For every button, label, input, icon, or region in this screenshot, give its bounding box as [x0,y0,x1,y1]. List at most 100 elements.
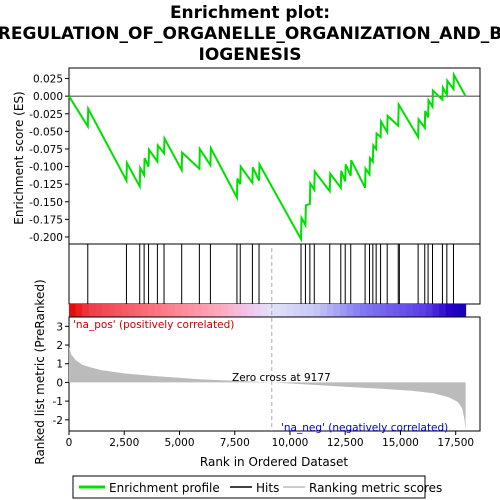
color-band-segment [227,304,235,317]
positive-correlation-label: 'na_pos' (positively correlated) [73,319,234,331]
color-band-segment [399,304,407,317]
hits-panel [68,243,481,305]
es-y-tick-label: -0.200 [29,232,63,244]
color-band-segment [425,304,434,317]
title-line-3: IOGENESIS [199,45,302,65]
color-band-segment [379,304,387,317]
color-band-segment [306,304,315,317]
metric-y-axis-label: Ranked list metric (PreRanked) [33,279,47,464]
color-band-segment [260,304,268,317]
color-band-segment [326,304,334,317]
color-band-segment [392,304,401,317]
color-band-segment [161,304,169,317]
es-y-tick-label: 0.000 [33,91,63,103]
metric-y-tick-label: -1 [53,396,63,408]
color-band-segment [280,304,288,317]
color-band-segment [346,304,354,317]
ranking-metric-area [69,346,466,431]
metric-plot-frame [68,316,481,432]
color-band-segment [221,304,229,317]
color-band-segment [459,304,467,317]
color-band-segment [386,304,394,317]
es-y-tick-label: -0.075 [29,144,63,156]
color-band-segment [439,304,447,317]
color-band-segment [174,304,182,317]
color-band-segment [234,304,242,317]
es-y-tick-label: 0.025 [33,74,63,86]
metric-y-tick-label: -2 [53,415,63,427]
color-band-segment [340,304,348,317]
metric-y-axis: 3 2 1 0 -1 -2 [53,321,69,427]
color-band-segment [181,304,189,317]
color-band-segment [419,304,427,317]
color-band-segment [333,304,341,317]
color-band-segment [406,304,414,317]
es-y-tick-label: -0.050 [29,126,63,138]
color-band-segment [201,304,209,317]
x-tick-label: 7,500 [220,437,250,449]
es-y-tick-label: -0.025 [29,109,63,121]
color-band-segment [432,304,440,317]
rank-color-band [69,304,467,317]
color-band-segment [240,304,248,317]
color-band-segment [187,304,196,317]
color-band-segment [115,304,123,317]
color-band-segment [194,304,202,317]
color-band-segment [102,304,110,317]
enrichment-panel: 0.025 0.000 -0.025 -0.050 -0.075 -0.100 -0.125… [12,67,481,245]
color-band-segment [267,304,275,317]
es-y-tick-label: -0.100 [29,162,63,174]
color-band-segment [412,304,420,317]
es-y-axis-label: Enrichment score (ES) [12,91,26,224]
color-band-segment [207,304,215,317]
color-band-segment [247,304,255,317]
color-band-segment [287,304,295,317]
es-y-tick-label: -0.150 [29,197,63,209]
metric-y-tick-label: 2 [56,340,63,352]
color-band-segment [121,304,129,317]
x-tick-label: 15,000 [382,437,419,449]
x-tick-label: 12,500 [327,437,364,449]
legend: Enrichment profile Hits Ranking metric s… [72,475,442,499]
x-tick-label: 5,000 [164,437,194,449]
metric-y-tick-label: 0 [56,377,63,389]
es-y-axis: 0.025 0.000 -0.025 -0.050 -0.075 -0.100 -0.125… [29,74,69,244]
color-band-segment [168,304,176,317]
hits-plot-frame [68,243,481,305]
color-band-segment [69,304,77,317]
color-band-segment [359,304,367,317]
color-band-segment [108,304,116,317]
metric-x-axis: 0 2,500 5,000 7,500 10,000 12,500 15,000 17,500 [66,431,474,449]
es-plot-frame [68,67,481,245]
color-band-segment [82,304,90,317]
color-band-segment [88,304,96,317]
color-band-segment [320,304,328,317]
color-band-segment [452,304,460,317]
color-band-segment [95,304,103,317]
color-band-segment [148,304,156,317]
x-tick-label: 17,500 [437,437,474,449]
hit-lines [87,244,454,304]
color-band-segment [75,304,83,317]
legend-enrichment-label: Enrichment profile [109,481,220,495]
title-line-1: Enrichment plot: [170,3,330,23]
legend-metric-label: Ranking metric scores [309,481,442,495]
metric-y-tick-label: 1 [56,359,63,371]
metric-y-tick-label: 3 [56,321,63,333]
legend-hits-label: Hits [256,481,279,495]
x-tick-label: 2,500 [109,437,139,449]
x-tick-label: 10,000 [272,437,309,449]
es-y-tick-label: -0.125 [29,179,63,191]
x-axis-label: Rank in Ordered Dataset [200,455,348,469]
color-band-segment [300,304,308,317]
color-band-segment [313,304,321,317]
es-y-tick-label: -0.175 [29,214,63,226]
color-band-segment [373,304,381,317]
metric-panel: 3 2 1 0 -1 -2 0 2,500 5,000 7,500 10,000 12,500 15,… [33,248,481,469]
color-band-segment [293,304,301,317]
enrichment-profile-line [68,71,467,243]
color-band-segment [353,304,361,317]
color-band-segment [135,304,143,317]
zero-cross-label: Zero cross at 9177 [232,372,331,384]
